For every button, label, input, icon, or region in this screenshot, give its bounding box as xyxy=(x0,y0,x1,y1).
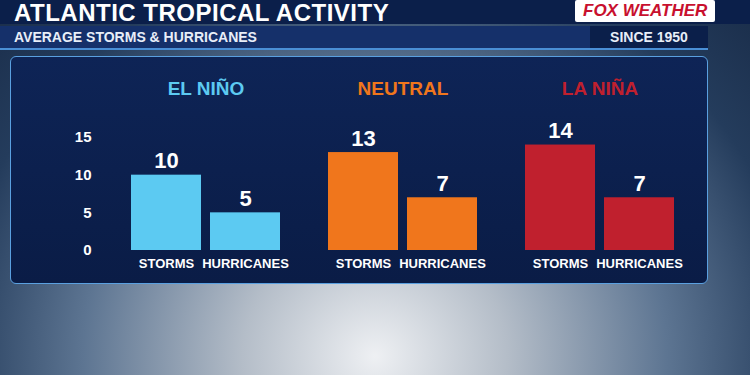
svg-text:HURRICANES: HURRICANES xyxy=(399,256,486,271)
svg-text:7: 7 xyxy=(436,171,448,196)
svg-text:5: 5 xyxy=(83,204,91,221)
svg-text:STORMS: STORMS xyxy=(336,256,392,271)
svg-text:NEUTRAL: NEUTRAL xyxy=(358,78,449,99)
svg-text:STORMS: STORMS xyxy=(139,256,195,271)
svg-text:15: 15 xyxy=(75,128,92,145)
svg-text:HURRICANES: HURRICANES xyxy=(202,256,289,271)
svg-text:0: 0 xyxy=(83,241,91,258)
html-text:FOX WEATHER: FOX WEATHER xyxy=(583,1,708,20)
svg-text:7: 7 xyxy=(633,171,645,196)
svg-text:10: 10 xyxy=(154,148,178,173)
svg-text:HURRICANES: HURRICANES xyxy=(596,256,683,271)
svg-text:STORMS: STORMS xyxy=(533,256,589,271)
html-text:SINCE 1950: SINCE 1950 xyxy=(610,29,688,45)
svg-text:LA NIÑA: LA NIÑA xyxy=(562,78,639,99)
html-text:ATLANTIC TROPICAL ACTIVITY: ATLANTIC TROPICAL ACTIVITY xyxy=(14,0,390,26)
svg-text:5: 5 xyxy=(239,186,251,211)
svg-text:13: 13 xyxy=(351,126,375,151)
svg-text:EL NIÑO: EL NIÑO xyxy=(168,78,245,99)
html-text:AVERAGE STORMS & HURRICANES: AVERAGE STORMS & HURRICANES xyxy=(14,29,257,45)
svg-text:14: 14 xyxy=(548,118,573,143)
svg-text:10: 10 xyxy=(75,166,92,183)
